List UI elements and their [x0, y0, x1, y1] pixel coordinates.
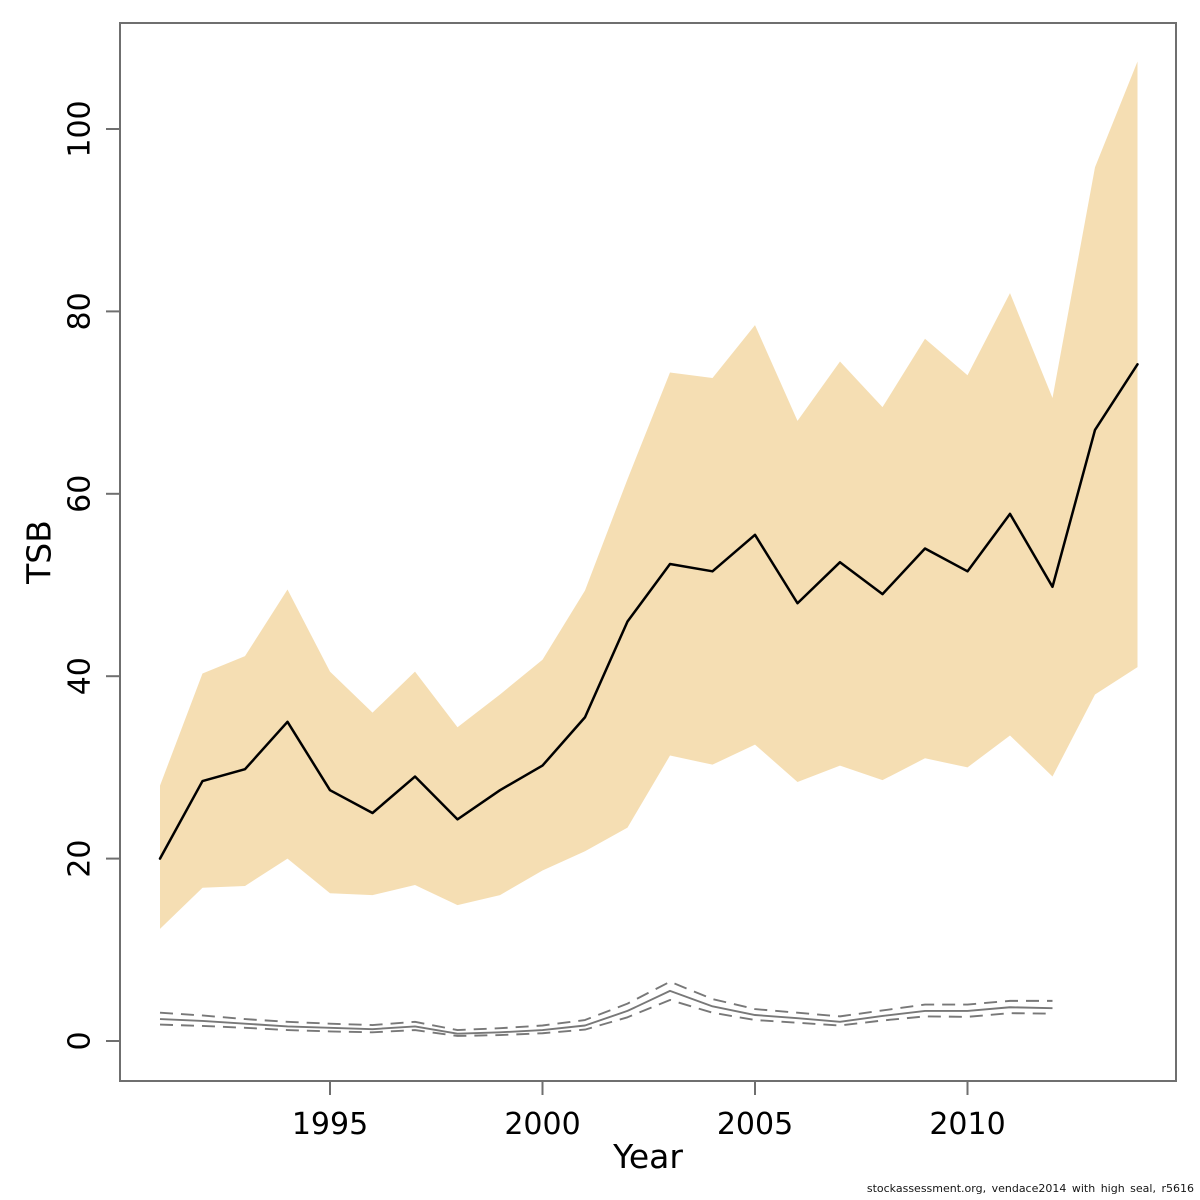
x-axis-ticks: 1995 2000 2005 2010 — [292, 1081, 1006, 1142]
secondary-lower-ci-dashed-line — [159, 999, 1053, 1037]
secondary-upper-ci-dashed-line — [159, 980, 1053, 1032]
plot-border — [119, 22, 1177, 1082]
y-tick-label: 80 — [63, 292, 98, 330]
y-axis-title: TSB — [20, 520, 59, 585]
tsb-estimate-line — [158, 363, 1139, 860]
y-tick-label: 0 — [63, 1031, 98, 1050]
y-tick-label: 100 — [63, 100, 98, 157]
x-tick-label: 2010 — [929, 1107, 1005, 1142]
y-tick-label: 20 — [63, 840, 98, 878]
footer-caption: stockassessment.org, vendace2014 with hi… — [867, 1182, 1194, 1195]
y-tick-label: 40 — [63, 657, 98, 695]
y-tick-label: 60 — [63, 475, 98, 513]
x-axis-title: Year — [612, 1137, 683, 1176]
x-tick-label: 1995 — [292, 1107, 368, 1142]
y-axis-ticks: 0 20 40 60 80 100 — [63, 100, 120, 1051]
x-tick-label: 2005 — [717, 1107, 793, 1142]
confidence-band — [160, 61, 1138, 929]
secondary-estimate-line — [159, 989, 1053, 1035]
x-tick-label: 2000 — [504, 1107, 580, 1142]
